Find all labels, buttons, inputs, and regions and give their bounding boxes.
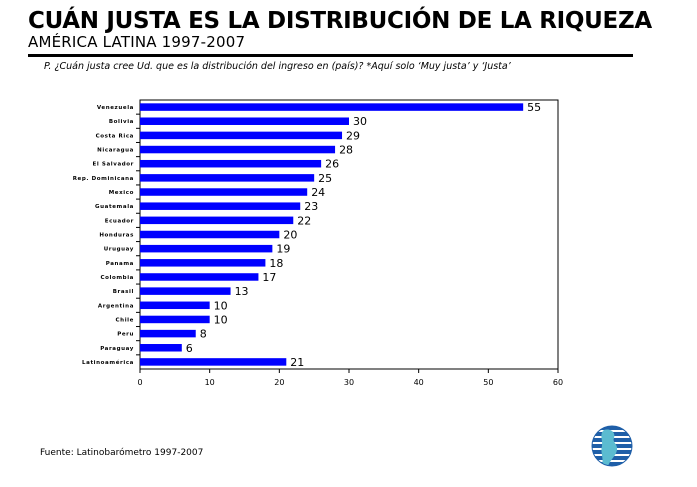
data-label: 29: [346, 129, 360, 142]
bar: [140, 230, 280, 239]
bar: [140, 103, 524, 111]
source-note: Fuente: Latinobarómetro 1997-2007: [40, 448, 204, 458]
bar: [140, 159, 322, 168]
x-tick-label: 50: [483, 378, 493, 387]
bar: [140, 216, 294, 225]
data-label: 8: [200, 328, 207, 341]
category-label: Colombia: [100, 275, 134, 281]
bar: [140, 188, 308, 196]
x-tick-label: 30: [344, 378, 354, 387]
data-label: 17: [262, 271, 276, 284]
x-tick-label: 20: [274, 378, 284, 387]
bar: [140, 287, 231, 295]
data-label: 10: [214, 313, 228, 326]
category-label: Uruguay: [104, 247, 134, 253]
data-label: 24: [311, 186, 325, 199]
bar: [140, 145, 336, 154]
bar: [140, 301, 210, 310]
data-label: 20: [283, 229, 297, 242]
category-label: Ecuador: [105, 218, 134, 224]
category-label: Peru: [117, 332, 134, 338]
category-label: Panama: [106, 261, 134, 267]
data-label: 21: [290, 356, 304, 369]
data-label: 26: [325, 158, 339, 171]
title-divider: [28, 54, 633, 57]
data-label: 18: [269, 257, 283, 270]
category-label: Bolivia: [109, 119, 134, 125]
category-label: Honduras: [99, 233, 134, 239]
category-label: Paraguay: [100, 346, 134, 352]
data-label: 13: [235, 285, 249, 298]
data-label: 19: [276, 243, 290, 256]
x-tick-label: 0: [137, 378, 142, 387]
data-label: 28: [339, 144, 353, 157]
data-label: 22: [297, 214, 311, 227]
bar: [140, 315, 210, 324]
bar: [140, 131, 343, 140]
category-label: Nicaragua: [97, 148, 134, 154]
bar: [140, 329, 196, 338]
category-label: Brasil: [113, 289, 134, 295]
category-label: Guatemala: [95, 204, 134, 210]
bar: [140, 174, 315, 182]
bar: [140, 202, 301, 210]
bar: [140, 358, 287, 366]
bar: [140, 117, 349, 125]
category-label: Rep. Dominicana: [73, 176, 134, 182]
data-label: 10: [214, 299, 228, 312]
category-label: El Salvador: [93, 162, 134, 168]
page-subtitle: AMÉRICA LATINA 1997-2007: [28, 33, 246, 51]
bar: [140, 259, 266, 267]
data-label: 6: [186, 342, 193, 355]
x-tick-label: 10: [205, 378, 215, 387]
category-label: Argentina: [98, 303, 134, 309]
data-label: 23: [304, 200, 318, 213]
category-label: Mexico: [109, 190, 134, 196]
category-label: Chile: [116, 317, 134, 323]
data-label: 55: [527, 101, 541, 114]
data-label: 30: [353, 115, 367, 128]
globe-logo-icon: [591, 425, 633, 467]
x-tick-label: 60: [553, 378, 563, 387]
data-label: 25: [318, 172, 332, 185]
category-label: Venezuela: [97, 105, 134, 111]
category-label: Latinoamérica: [82, 359, 134, 366]
x-tick-label: 40: [414, 378, 424, 387]
survey-question: P. ¿Cuán justa cree Ud. que es la distri…: [44, 61, 511, 72]
bar: [140, 244, 273, 253]
page-title: CUÁN JUSTA ES LA DISTRIBUCIÓN DE LA RIQU…: [28, 8, 652, 34]
bar: [140, 273, 259, 281]
bar: [140, 344, 182, 352]
category-label: Costa Rica: [96, 133, 134, 139]
